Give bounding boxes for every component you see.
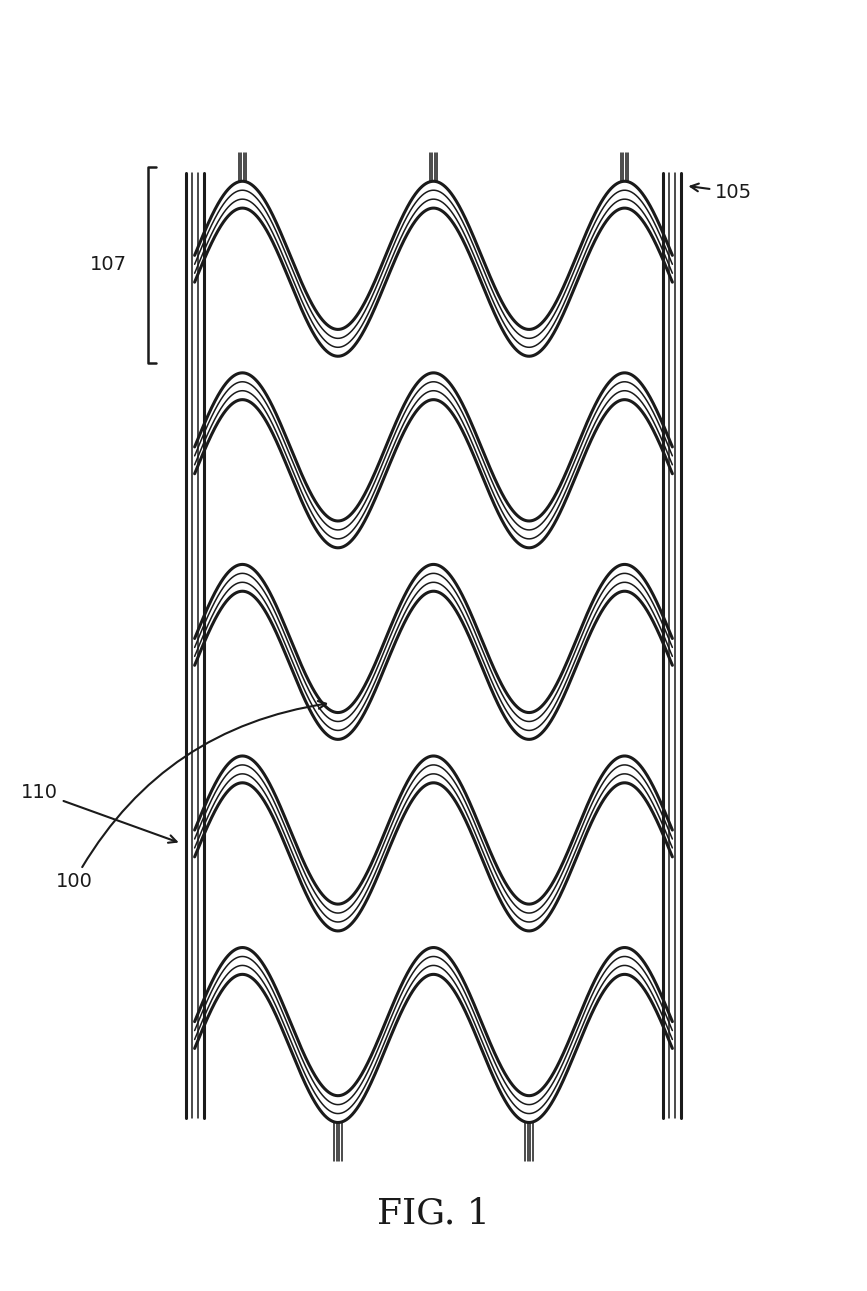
Text: FIG. 1: FIG. 1 (377, 1197, 490, 1230)
Text: 105: 105 (691, 182, 753, 201)
Text: 110: 110 (21, 782, 177, 843)
Text: 100: 100 (55, 701, 326, 891)
Text: 107: 107 (89, 256, 127, 274)
